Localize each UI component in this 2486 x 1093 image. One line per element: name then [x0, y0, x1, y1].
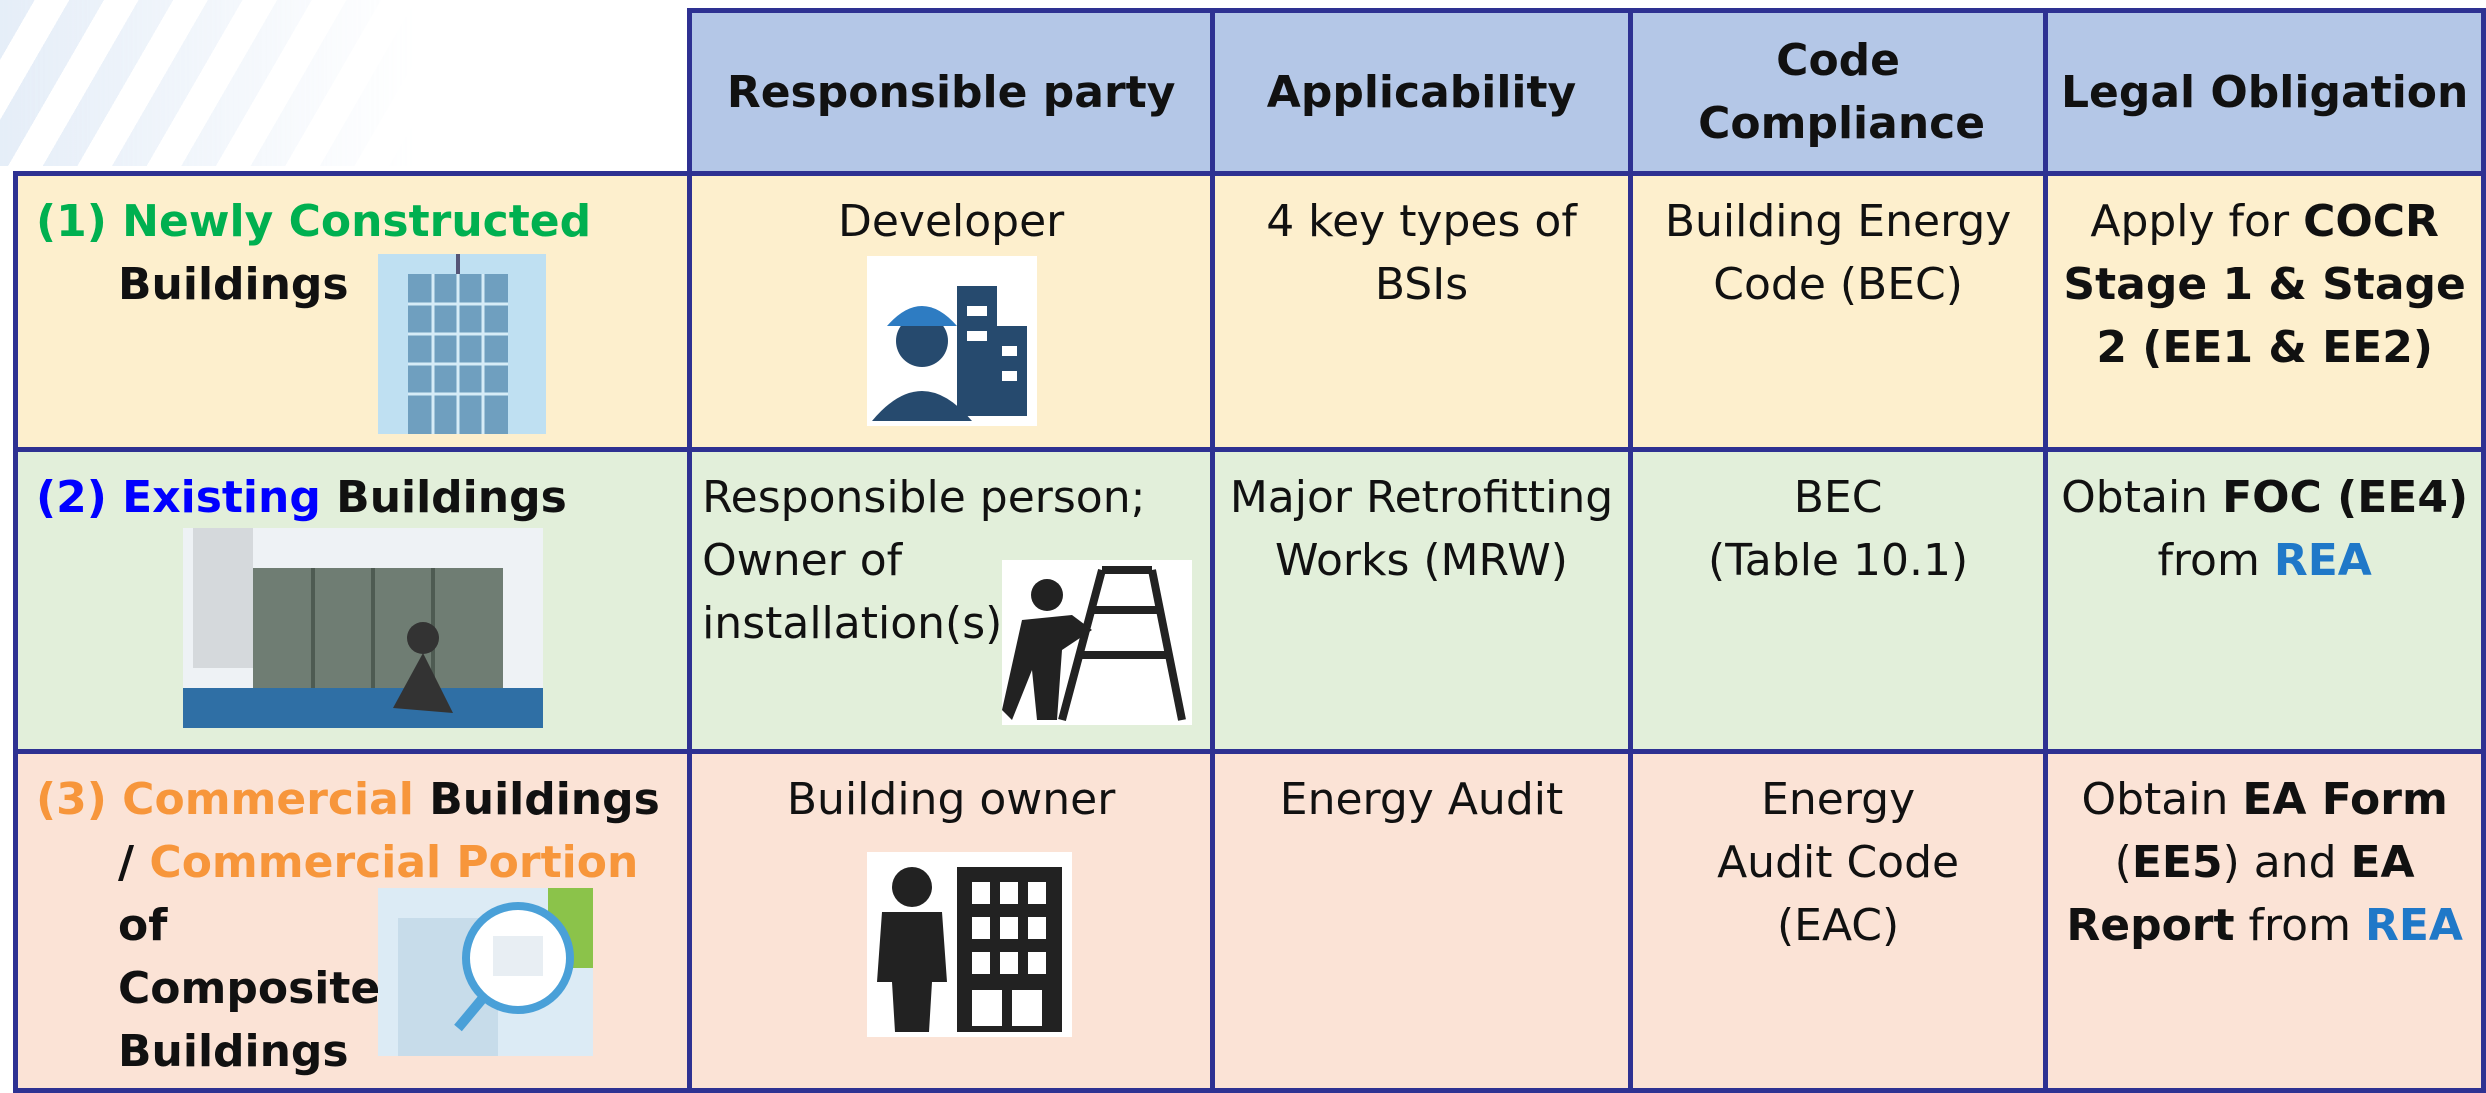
cell-highlight: REA — [2364, 900, 2463, 951]
cell-text: from — [2157, 535, 2260, 586]
cell-text: Building owner — [786, 774, 1116, 825]
cell-text: Apply for — [2090, 196, 2290, 247]
category-highlight: Commercial Portion — [149, 837, 639, 888]
responsible-cell: Responsible person; Owner of installation… — [687, 447, 1216, 754]
header-row: Responsible party Applicability Code Com… — [15, 8, 2486, 176]
row: (3) Commercial Buildings / Commercial Po… — [12, 749, 2486, 1093]
responsible-cell: Developer — [687, 171, 1216, 452]
cell-text: BEC — [1793, 472, 1883, 523]
code-cell: BEC (Table 10.1) — [1627, 447, 2049, 754]
category-number: (1) — [36, 196, 107, 247]
table: Responsible party Applicability Code Com… — [12, 8, 2486, 1093]
blank-cell — [15, 10, 690, 176]
worker-icon — [1002, 560, 1193, 725]
cell-text: Obtain — [2081, 774, 2229, 825]
cell-text: (EAC) — [1777, 900, 1900, 951]
cell-bold-text: EA Form — [2242, 774, 2448, 825]
applicability-cell: Major Retrofitting Works (MRW) — [1210, 447, 1633, 754]
category-text: Buildings — [336, 472, 567, 523]
code-cell: Energy Audit Code (EAC) — [1627, 749, 2049, 1093]
cell-text: Energy Audit Code — [1717, 774, 1960, 888]
obligation-cell: Obtain EA Form (EE5) and EA Report from … — [2043, 749, 2486, 1093]
category-number: (3) — [36, 774, 107, 825]
header-cell: Code Compliance — [1627, 8, 2049, 176]
cell-text: Responsible person; — [702, 472, 1146, 523]
category-cell: (3) Commercial Buildings / Commercial Po… — [12, 749, 693, 1093]
category-number: (2) — [36, 472, 107, 523]
cell-bold-text: EE5 — [2131, 837, 2223, 888]
category-highlight: Existing — [122, 472, 321, 523]
cell-text: Owner of installation(s) — [702, 535, 1003, 649]
developer-icon — [867, 256, 1038, 426]
equipment-image — [183, 528, 543, 728]
category-text: Buildings / — [118, 774, 660, 888]
category-cell: (1) Newly Constructed Buildings — [12, 171, 693, 452]
header-text: Code Compliance — [1698, 35, 1986, 149]
obligation-cell: Apply for COCR Stage 1 & Stage 2 (EE1 & … — [2043, 171, 2486, 452]
category-text: Composite Buildings — [118, 963, 381, 1077]
cell-text: Developer — [837, 196, 1065, 247]
header-cell: Responsible party — [687, 8, 1216, 176]
cell-text: ( — [2114, 837, 2132, 888]
cell-text: from — [2248, 900, 2351, 951]
code-cell: Building Energy Code (BEC) — [1627, 171, 2049, 452]
header-cell: Applicability — [1210, 8, 1633, 176]
cell-bold-text: FOC (EE4) — [2222, 472, 2469, 523]
category-highlight: Newly Constructed — [122, 196, 592, 247]
cell-text: (Table 10.1) — [1708, 535, 1969, 586]
responsible-cell: Building owner — [687, 749, 1216, 1093]
header-cell: Legal Obligation — [2043, 8, 2486, 176]
cell-text: ) and — [2222, 837, 2337, 888]
audit-image — [378, 888, 593, 1056]
category-text: Buildings — [118, 259, 349, 310]
cell-bold-text: EA Report — [2066, 837, 2415, 951]
owner-icon — [867, 852, 1073, 1037]
category-text: of — [118, 900, 168, 951]
applicability-cell: Energy Audit — [1210, 749, 1633, 1093]
category-cell: (2) Existing Buildings — [12, 447, 693, 754]
row: (2) Existing Buildings Responsible perso… — [12, 447, 2486, 754]
cell-bold-text: COCR Stage 1 & Stage 2 (EE1 & EE2) — [2063, 196, 2466, 373]
obligation-cell: Obtain FOC (EE4) from REA — [2043, 447, 2486, 754]
applicability-cell: 4 key types of BSIs — [1210, 171, 1633, 452]
category-highlight: Commercial — [122, 774, 414, 825]
cell-highlight: REA — [2273, 535, 2372, 586]
cell-text: Obtain — [2061, 472, 2209, 523]
building-image — [378, 254, 546, 434]
row: (1) Newly Constructed Buildings Develope… — [12, 171, 2486, 452]
